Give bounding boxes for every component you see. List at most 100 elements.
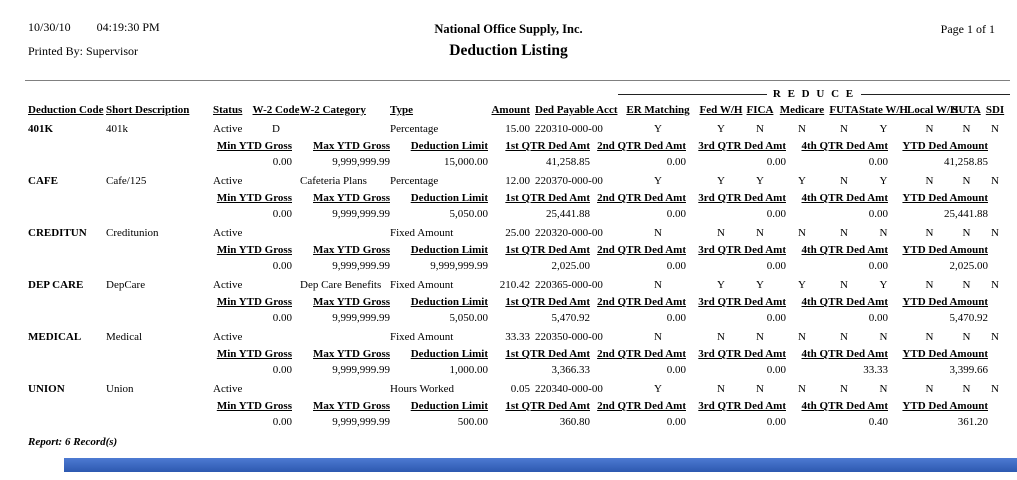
subhdr-qtr4-ded-amt: 4th QTR Ded Amt [801, 400, 888, 412]
printed-by: Printed By: Supervisor [28, 44, 138, 58]
subhdr-deduction-limit: Deduction Limit [410, 348, 488, 360]
flag-sdi: N [991, 331, 999, 343]
flag-medicare: Y [798, 175, 806, 187]
status: Active [213, 123, 243, 135]
subhdr-deduction-limit: Deduction Limit [410, 244, 488, 256]
flag-medicare: N [798, 331, 806, 343]
qtr1-ded-amt-value: 5,470.92 [551, 312, 591, 324]
subhdr-qtr4-ded-amt: 4th QTR Ded Amt [801, 192, 888, 204]
qtr4-ded-amt-value: 33.33 [863, 364, 888, 376]
status: Active [213, 279, 243, 291]
subhdr-ytd-ded-amount: YTD Ded Amount [902, 244, 988, 256]
qtr4-ded-amt-value: 0.00 [868, 156, 888, 168]
flag-state-wh: N [879, 383, 888, 395]
flag-medicare: N [798, 383, 806, 395]
min-ytd-gross-value: 0.00 [272, 364, 292, 376]
qtr4-ded-amt-value: 0.40 [868, 416, 888, 428]
min-ytd-gross-value: 0.00 [272, 312, 292, 324]
bottom-window-strip [64, 458, 1017, 472]
qtr3-ded-amt-value: 0.00 [766, 312, 786, 324]
page-number: Page 1 of 1 [940, 22, 995, 36]
flag-sdi: N [991, 383, 999, 395]
amount: 15.00 [505, 123, 530, 135]
qtr3-ded-amt-value: 0.00 [766, 364, 786, 376]
hdr-type: Type [390, 104, 414, 116]
flag-fed-wh: Y [717, 175, 725, 187]
flag-fica: Y [756, 279, 764, 291]
subhdr-qtr3-ded-amt: 3rd QTR Ded Amt [698, 296, 786, 308]
hdr-fica: FICA [746, 104, 774, 116]
short-description: Union [106, 383, 134, 395]
qtr3-ded-amt-value: 0.00 [766, 208, 786, 220]
flag-futa: N [840, 383, 848, 395]
qtr1-ded-amt-value: 41,258.85 [546, 156, 590, 168]
record-subheader-row: Min YTD Gross Max YTD Gross Deduction Li… [0, 243, 1017, 259]
deduction-record: 401K 401k Active D Percentage 15.00 2203… [0, 120, 1017, 172]
flag-local-wh: N [925, 227, 934, 239]
deduction-type: Percentage [390, 175, 439, 187]
deduction-limit-value: 1,000.00 [449, 364, 489, 376]
record-subheader-row: Min YTD Gross Max YTD Gross Deduction Li… [0, 139, 1017, 155]
w2-category: Dep Care Benefits [300, 279, 382, 291]
hdr-w2-code: W-2 Code [252, 104, 300, 116]
flag-local-wh: N [925, 279, 934, 291]
deduction-type: Percentage [390, 123, 439, 135]
max-ytd-gross-value: 9,999,999.99 [332, 312, 390, 324]
print-date-time: 10/30/10 04:19:30 PM [28, 20, 160, 35]
subhdr-max-ytd-gross: Max YTD Gross [313, 296, 390, 308]
qtr1-ded-amt-value: 3,366.33 [551, 364, 591, 376]
flag-er-matching: Y [654, 175, 662, 187]
flag-er-matching: Y [654, 383, 662, 395]
subhdr-qtr1-ded-amt: 1st QTR Ded Amt [505, 192, 590, 204]
qtr1-ded-amt-value: 25,441.88 [546, 208, 590, 220]
flag-er-matching: N [654, 331, 662, 343]
flag-sdi: N [991, 123, 999, 135]
subhdr-qtr3-ded-amt: 3rd QTR Ded Amt [698, 348, 786, 360]
deduction-code: CAFE [28, 175, 58, 187]
print-time: 04:19:30 PM [96, 20, 160, 34]
subhdr-ytd-ded-amount: YTD Ded Amount [902, 296, 988, 308]
flag-fica: N [756, 383, 764, 395]
subhdr-qtr2-ded-amt: 2nd QTR Ded Amt [597, 192, 686, 204]
record-values-row: 0.00 9,999,999.99 5,050.00 25,441.88 0.0… [0, 207, 1017, 223]
ded-payable-acct: 220350-000-00 [535, 331, 603, 343]
reduce-line-left [618, 93, 767, 95]
flag-local-wh: N [925, 331, 934, 343]
qtr2-ded-amt-value: 0.00 [666, 312, 686, 324]
subhdr-ytd-ded-amount: YTD Ded Amount [902, 400, 988, 412]
qtr2-ded-amt-value: 0.00 [666, 208, 686, 220]
hdr-suta: SUTA [952, 104, 981, 116]
amount: 0.05 [510, 383, 530, 395]
hdr-er-matching: ER Matching [626, 104, 690, 116]
flag-sdi: N [991, 227, 999, 239]
deduction-code: UNION [28, 383, 65, 395]
qtr3-ded-amt-value: 0.00 [766, 156, 786, 168]
subhdr-qtr3-ded-amt: 3rd QTR Ded Amt [698, 192, 786, 204]
ytd-ded-amount-value: 25,441.88 [944, 208, 988, 220]
flag-fica: N [756, 227, 764, 239]
deduction-type: Fixed Amount [390, 279, 454, 291]
flag-er-matching: Y [654, 123, 662, 135]
subhdr-deduction-limit: Deduction Limit [410, 400, 488, 412]
print-date: 10/30/10 [28, 20, 71, 34]
amount: 25.00 [505, 227, 530, 239]
deduction-code: MEDICAL [28, 331, 82, 343]
deduction-record: DEP CARE DepCare Active Dep Care Benefit… [0, 276, 1017, 328]
record-main-row: UNION Union Active Hours Worked 0.05 220… [0, 382, 1017, 398]
subhdr-qtr2-ded-amt: 2nd QTR Ded Amt [597, 140, 686, 152]
w2-code: D [272, 123, 280, 135]
ded-payable-acct: 220340-000-00 [535, 383, 603, 395]
deduction-record: CAFE Cafe/125 Active Cafeteria Plans Per… [0, 172, 1017, 224]
deduction-limit-value: 9,999,999.99 [430, 260, 488, 272]
flag-futa: N [840, 123, 848, 135]
subhdr-max-ytd-gross: Max YTD Gross [313, 140, 390, 152]
w2-category: Cafeteria Plans [300, 175, 367, 187]
max-ytd-gross-value: 9,999,999.99 [332, 364, 390, 376]
subhdr-deduction-limit: Deduction Limit [410, 140, 488, 152]
qtr4-ded-amt-value: 0.00 [868, 260, 888, 272]
hdr-local-wh: Local W/H [907, 104, 959, 116]
flag-local-wh: N [925, 383, 934, 395]
subhdr-max-ytd-gross: Max YTD Gross [313, 192, 390, 204]
record-subheader-row: Min YTD Gross Max YTD Gross Deduction Li… [0, 399, 1017, 415]
